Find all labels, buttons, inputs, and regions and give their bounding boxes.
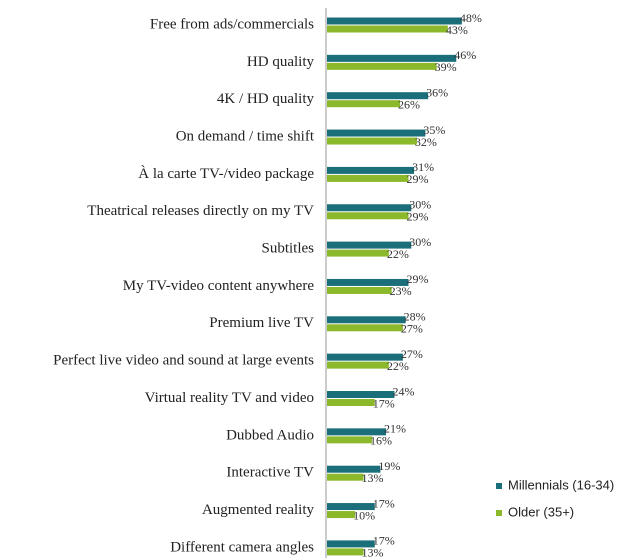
category-label: À la carte TV-/video package <box>138 165 314 182</box>
bar <box>327 316 406 324</box>
value-label: 28% <box>404 310 426 324</box>
value-label: 23% <box>390 284 412 298</box>
value-label: 17% <box>373 496 395 510</box>
category-label: On demand / time shift <box>176 128 315 144</box>
value-label: 46% <box>454 48 476 62</box>
value-label: 21% <box>384 422 406 436</box>
bar <box>327 54 457 62</box>
value-label: 10% <box>353 508 375 522</box>
value-label: 16% <box>370 434 392 448</box>
value-label: 19% <box>378 459 400 473</box>
category-label: Perfect live video and sound at large ev… <box>53 353 314 369</box>
value-label: 24% <box>392 384 414 398</box>
legend-label: Older (35+) <box>508 504 574 519</box>
value-label: 43% <box>446 23 468 37</box>
category-label: Dubbed Audio <box>226 427 314 443</box>
value-label: 32% <box>415 135 437 149</box>
category-label: Different camera angles <box>170 539 314 555</box>
value-label: 13% <box>362 471 384 485</box>
bar <box>327 25 448 33</box>
category-label: Free from ads/commercials <box>150 16 314 32</box>
bar <box>327 548 364 556</box>
value-label: 29% <box>406 272 428 286</box>
value-label: 27% <box>401 347 423 361</box>
category-label: HD quality <box>247 54 315 70</box>
bar <box>327 353 403 361</box>
bar <box>327 204 412 212</box>
bar <box>327 399 375 406</box>
bar <box>327 286 392 294</box>
bar <box>327 278 409 286</box>
bar <box>327 129 426 137</box>
bar <box>327 62 437 70</box>
value-label: 27% <box>401 322 423 336</box>
value-label: 13% <box>362 546 384 558</box>
category-label: 4K / HD quality <box>217 91 315 107</box>
bar <box>327 428 387 436</box>
bar <box>327 174 409 182</box>
bar <box>327 540 375 548</box>
value-label: 30% <box>409 235 431 249</box>
bar <box>327 511 356 519</box>
value-label: 26% <box>398 97 420 111</box>
value-label: 48% <box>460 11 482 25</box>
bar <box>327 391 395 398</box>
category-label: Virtual reality TV and video <box>145 390 314 406</box>
bar <box>327 241 412 249</box>
value-label: 17% <box>373 534 395 548</box>
bar <box>327 465 381 473</box>
value-label: 17% <box>373 396 395 410</box>
bar <box>327 473 364 481</box>
legend-swatch <box>496 483 502 489</box>
category-label: My TV-video content anywhere <box>123 278 315 294</box>
value-label: 29% <box>406 172 428 186</box>
value-label: 30% <box>409 198 431 212</box>
bar <box>327 92 429 100</box>
value-label: 36% <box>426 85 448 99</box>
bar <box>327 503 375 511</box>
value-label: 22% <box>387 359 409 373</box>
bar <box>327 361 389 369</box>
value-label: 39% <box>435 60 457 74</box>
category-label: Theatrical releases directly on my TV <box>87 203 314 219</box>
bar <box>327 100 401 108</box>
category-label: Interactive TV <box>226 465 314 481</box>
bar <box>327 249 389 257</box>
category-label: Premium live TV <box>209 315 314 331</box>
value-label: 31% <box>412 160 434 174</box>
category-label: Subtitles <box>261 241 314 257</box>
bar <box>327 137 417 145</box>
value-label: 29% <box>406 210 428 224</box>
bar <box>327 17 462 25</box>
bar <box>327 166 415 174</box>
value-label: 22% <box>387 247 409 261</box>
bar <box>327 324 403 332</box>
bar <box>327 436 372 444</box>
legend-swatch <box>496 510 502 516</box>
category-label: Augmented reality <box>202 502 315 518</box>
value-label: 35% <box>423 123 445 137</box>
legend-label: Millennials (16-34) <box>508 477 614 492</box>
bar <box>327 212 409 220</box>
